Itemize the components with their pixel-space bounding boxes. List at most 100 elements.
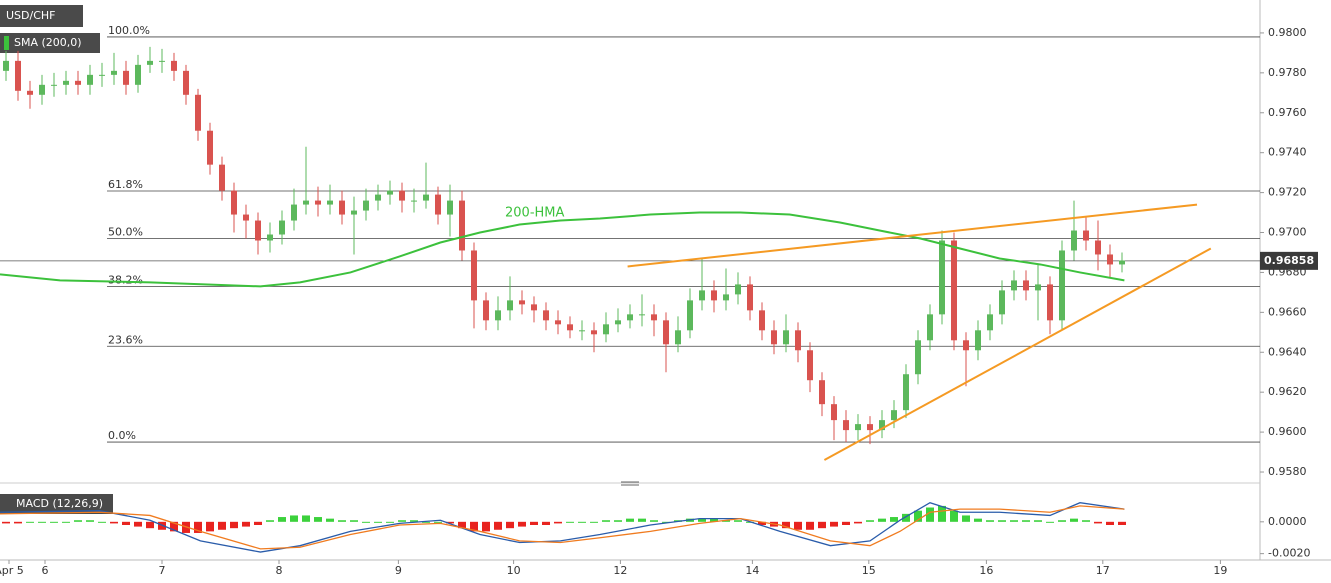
candle-body — [735, 284, 741, 295]
macd-bar — [782, 521, 790, 529]
macd-bar — [38, 521, 46, 523]
x-tick-label: 10 — [507, 564, 521, 577]
candle-body — [939, 240, 945, 315]
macd-bar — [878, 518, 886, 522]
macd-bar — [110, 521, 118, 524]
trend-line — [627, 203, 1198, 268]
y-tick-label: 0.9620 — [1268, 385, 1307, 398]
macd-bar — [830, 521, 838, 527]
macd-bar — [254, 521, 262, 525]
y-tick-label: 0.9800 — [1268, 26, 1307, 39]
candle-body — [15, 60, 21, 91]
candle-body — [831, 404, 837, 421]
candle-body — [951, 240, 957, 341]
x-tick-label: 17 — [1096, 564, 1110, 577]
macd-bar — [650, 520, 658, 522]
candle-body — [1071, 230, 1077, 251]
candle-body — [579, 330, 585, 332]
macd-bar — [338, 520, 346, 522]
x-tick-label: 8 — [276, 564, 283, 577]
macd-bar — [86, 520, 94, 522]
candle-body — [723, 294, 729, 301]
x-tick-label: 19 — [1213, 564, 1227, 577]
macd-bar — [638, 518, 646, 522]
candle-body — [699, 290, 705, 301]
macd-line — [0, 502, 1125, 553]
fib-label: 100.0% — [108, 24, 150, 37]
macd-bar — [566, 521, 574, 523]
macd-bar — [98, 521, 106, 523]
trend-line — [823, 247, 1212, 461]
y-tick-label: 0.9700 — [1268, 226, 1307, 239]
candle-body — [1107, 254, 1113, 265]
candle-body — [315, 200, 321, 205]
y-tick-label: 0.9660 — [1268, 305, 1307, 318]
macd-bar — [734, 520, 742, 522]
candle-body — [879, 420, 885, 431]
candle-body — [327, 200, 333, 205]
x-tick-label: 6 — [42, 564, 49, 577]
hma-line — [0, 211, 1125, 288]
candle-body — [123, 70, 129, 85]
macd-bar — [926, 507, 934, 522]
candle-body — [1083, 230, 1089, 241]
indicator-box — [0, 33, 100, 53]
fib-label: 38.2% — [108, 273, 143, 286]
symbol-box — [0, 5, 83, 27]
y-tick-label: 0.9580 — [1268, 465, 1307, 478]
candle-body — [423, 194, 429, 201]
candle-body — [339, 200, 345, 215]
candle-body — [759, 310, 765, 331]
macd-bar — [206, 521, 214, 532]
x-tick-label: 15 — [862, 564, 876, 577]
macd-bar — [446, 521, 454, 524]
macd-bar — [218, 521, 226, 530]
macd-bar — [398, 520, 406, 522]
macd-bar — [722, 520, 730, 522]
macd-bar — [326, 518, 334, 522]
x-tick-label: 9 — [395, 564, 402, 577]
macd-bar — [1106, 521, 1114, 525]
macd-bar — [698, 518, 706, 522]
y-tick-label: 0.9740 — [1268, 146, 1307, 159]
candle-body — [795, 330, 801, 351]
candle-body — [963, 340, 969, 351]
macd-bar — [230, 521, 238, 529]
macd-title: MACD (12,26,9) — [16, 497, 103, 510]
macd-bar — [2, 521, 10, 524]
panel-handle[interactable] — [621, 481, 639, 486]
y-tick-label: 0.9640 — [1268, 345, 1307, 358]
candle-body — [987, 314, 993, 331]
candle-body — [303, 200, 309, 205]
candle-body — [411, 200, 417, 202]
macd-bar — [386, 521, 394, 523]
macd-bar — [794, 521, 802, 530]
macd-bar — [506, 521, 514, 529]
macd-bar — [1070, 518, 1078, 522]
macd-bar — [662, 521, 670, 523]
macd-bar — [458, 521, 466, 529]
macd-y-tick-label: -0.0020 — [1268, 547, 1310, 560]
candle-body — [183, 70, 189, 95]
macd-bar — [362, 521, 370, 523]
x-tick-label: 16 — [979, 564, 993, 577]
indicator-label: SMA (200,0) — [14, 36, 82, 49]
candle-body — [507, 300, 513, 311]
macd-y-tick-label: 0.0000 — [1268, 515, 1307, 528]
macd-bar — [530, 521, 538, 525]
macd-bar — [890, 517, 898, 522]
macd-bar — [626, 518, 634, 522]
macd-bar — [1046, 521, 1054, 523]
candle-body — [1047, 284, 1053, 321]
candle-body — [363, 200, 369, 211]
candle-body — [111, 70, 117, 75]
macd-bar — [602, 520, 610, 522]
candle-body — [807, 350, 813, 381]
candle-body — [375, 194, 381, 201]
y-tick-label: 0.9600 — [1268, 425, 1307, 438]
y-tick-label: 0.9720 — [1268, 186, 1307, 199]
candle-body — [63, 80, 69, 85]
macd-bar — [410, 520, 418, 522]
candle-body — [999, 290, 1005, 315]
